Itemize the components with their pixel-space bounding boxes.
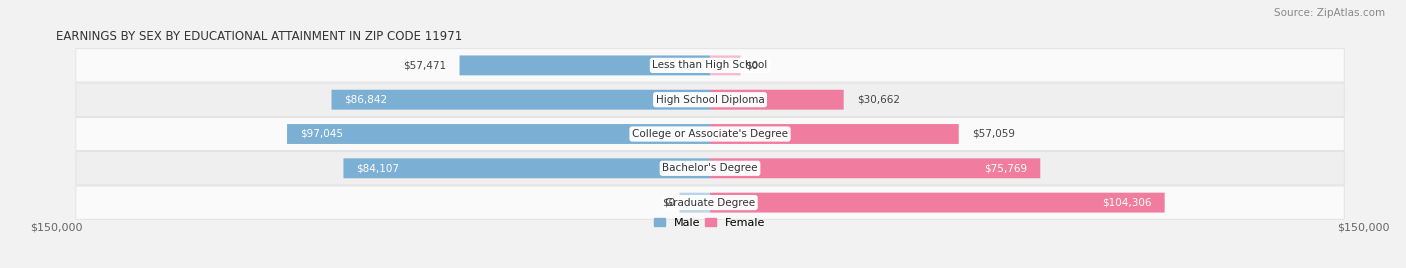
Text: $57,059: $57,059 (972, 129, 1015, 139)
FancyBboxPatch shape (710, 55, 741, 75)
FancyBboxPatch shape (343, 158, 710, 178)
Text: $97,045: $97,045 (299, 129, 343, 139)
FancyBboxPatch shape (679, 193, 710, 213)
FancyBboxPatch shape (287, 124, 710, 144)
Text: Graduate Degree: Graduate Degree (665, 198, 755, 208)
Text: $0: $0 (662, 198, 675, 208)
Text: $75,769: $75,769 (984, 163, 1028, 173)
FancyBboxPatch shape (710, 90, 844, 110)
Text: Bachelor's Degree: Bachelor's Degree (662, 163, 758, 173)
FancyBboxPatch shape (76, 117, 1344, 151)
FancyBboxPatch shape (76, 49, 1344, 82)
Text: Less than High School: Less than High School (652, 60, 768, 70)
Text: High School Diploma: High School Diploma (655, 95, 765, 105)
Text: College or Associate's Degree: College or Associate's Degree (633, 129, 787, 139)
Text: $30,662: $30,662 (856, 95, 900, 105)
Text: EARNINGS BY SEX BY EDUCATIONAL ATTAINMENT IN ZIP CODE 11971: EARNINGS BY SEX BY EDUCATIONAL ATTAINMEN… (56, 30, 463, 43)
Legend: Male, Female: Male, Female (654, 218, 766, 228)
FancyBboxPatch shape (332, 90, 710, 110)
Text: $57,471: $57,471 (404, 60, 447, 70)
Text: Source: ZipAtlas.com: Source: ZipAtlas.com (1274, 8, 1385, 18)
Text: $86,842: $86,842 (344, 95, 388, 105)
FancyBboxPatch shape (76, 152, 1344, 185)
Text: $0: $0 (745, 60, 758, 70)
FancyBboxPatch shape (710, 124, 959, 144)
FancyBboxPatch shape (710, 158, 1040, 178)
Text: $104,306: $104,306 (1102, 198, 1152, 208)
FancyBboxPatch shape (460, 55, 710, 75)
FancyBboxPatch shape (76, 83, 1344, 116)
FancyBboxPatch shape (76, 186, 1344, 219)
FancyBboxPatch shape (710, 193, 1164, 213)
Text: $84,107: $84,107 (357, 163, 399, 173)
